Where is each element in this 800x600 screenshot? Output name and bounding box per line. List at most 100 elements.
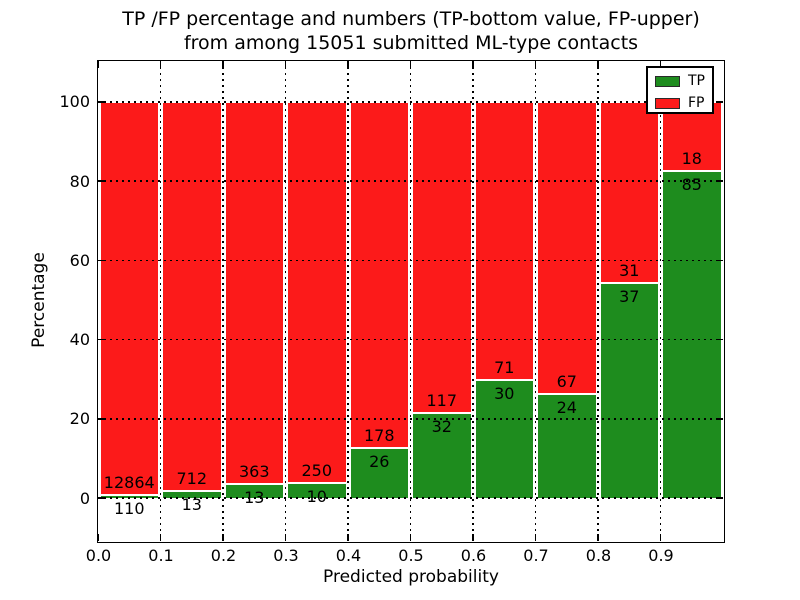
- x-tick-mark-top: [159, 61, 162, 68]
- x-tick-mark-top: [659, 61, 662, 68]
- bar-segment-tp: [224, 484, 284, 499]
- tp-count-label: 37: [619, 286, 640, 306]
- x-tick-mark: [409, 534, 412, 541]
- x-tick-label: 0.5: [398, 546, 424, 565]
- vertical-gridline: [222, 61, 224, 541]
- tp-count-label: 110: [113, 498, 145, 518]
- y-axis-label: Percentage: [29, 252, 49, 348]
- y-tick-label: 40: [69, 330, 90, 350]
- y-tick-label: 100: [59, 92, 90, 112]
- bar-segment-tp: [349, 447, 409, 499]
- y-tick-mark-right: [716, 497, 723, 499]
- tp-count-label: 13: [181, 495, 202, 515]
- x-tick-mark-top: [97, 61, 99, 68]
- bar-segment-fp: [474, 101, 534, 381]
- horizontal-gridline: [98, 338, 723, 341]
- tp-count-label: 30: [494, 384, 515, 404]
- chart-title-line2: from among 15051 submitted ML-type conta…: [183, 32, 639, 54]
- fp-count-label: 71: [494, 358, 515, 378]
- bar-segment-tp: [412, 413, 472, 499]
- horizontal-gridline: [98, 259, 723, 262]
- tp-count-label: 13: [244, 488, 265, 508]
- y-tick-mark: [98, 497, 105, 499]
- chart-title: TP /FP percentage and numbers (TP-bottom…: [97, 7, 725, 55]
- y-tick-label: 80: [69, 171, 90, 191]
- x-tick-label: 0.6: [460, 546, 487, 565]
- x-tick-mark: [659, 534, 662, 541]
- fp-count-label: 117: [426, 391, 458, 411]
- y-tick-mark-right: [716, 418, 723, 420]
- x-tick-mark: [97, 534, 99, 541]
- y-tick-label: 20: [69, 409, 90, 429]
- bar-segment-fp: [287, 101, 347, 483]
- horizontal-gridline: [98, 497, 723, 499]
- fp-swatch-icon: [655, 98, 680, 109]
- x-tick-label: 0.7: [523, 546, 549, 565]
- x-axis-label: Predicted probability: [323, 567, 499, 587]
- x-tick-mark-top: [534, 61, 537, 68]
- x-tick-label: 0.1: [148, 546, 174, 565]
- bar-segment-tp: [537, 393, 597, 499]
- fp-count-label: 18: [681, 149, 702, 169]
- legend: TP FP: [646, 66, 714, 114]
- bar-segment-fp: [349, 101, 409, 448]
- tp-count-label: 10: [306, 486, 327, 506]
- x-tick-label: 0.2: [210, 546, 237, 565]
- y-tick-label: 60: [69, 250, 90, 270]
- tp-swatch-icon: [655, 76, 680, 87]
- y-tick-mark: [98, 338, 105, 341]
- fp-count-label: 12864: [103, 472, 155, 492]
- x-tick-label: 0.8: [585, 546, 612, 565]
- tp-count-label: 85: [681, 175, 702, 195]
- vertical-gridline: [534, 61, 537, 541]
- legend-label-fp: FP: [688, 95, 705, 111]
- x-tick-label: 0.9: [648, 546, 674, 565]
- fp-count-label: 31: [619, 260, 640, 280]
- bar-segment-fp: [599, 101, 659, 283]
- y-tick-mark-right: [716, 101, 723, 103]
- y-tick-mark-right: [716, 180, 723, 182]
- x-tick-label: 0.3: [273, 546, 299, 565]
- y-tick-mark: [98, 101, 105, 103]
- horizontal-gridline: [98, 418, 723, 420]
- x-tick-mark-top: [284, 61, 287, 68]
- fp-count-label: 178: [363, 425, 395, 445]
- horizontal-gridline: [98, 101, 723, 103]
- chart-title-line1: TP /FP percentage and numbers (TP-bottom…: [122, 8, 700, 30]
- bar-segment-tp: [474, 380, 534, 499]
- x-tick-label: 0.4: [335, 546, 362, 565]
- tp-count-label: 24: [556, 397, 577, 417]
- bar-segment-fp: [224, 101, 284, 485]
- y-tick-label: 0: [79, 488, 90, 508]
- x-tick-mark: [472, 534, 474, 541]
- x-tick-label: 0.0: [85, 546, 112, 565]
- x-tick-mark-top: [597, 61, 599, 68]
- bar-segment-tp: [162, 491, 222, 499]
- x-tick-mark-top: [347, 61, 349, 68]
- x-tick-mark-top: [222, 61, 224, 68]
- legend-row-tp: TP: [648, 71, 712, 91]
- tp-count-label: 26: [369, 451, 390, 471]
- vertical-gridline: [159, 61, 162, 541]
- y-tick-mark-right: [716, 259, 723, 262]
- tp-count-label: 32: [431, 417, 452, 437]
- vertical-gridline: [659, 61, 662, 541]
- x-tick-mark: [159, 534, 162, 541]
- bar-segment-fp: [99, 101, 159, 495]
- y-tick-mark: [98, 259, 105, 262]
- bar-segment-fp: [412, 101, 472, 414]
- bar-segment-tp: [287, 482, 347, 499]
- x-tick-mark: [347, 534, 349, 541]
- legend-row-fp: FP: [648, 93, 712, 113]
- fp-count-label: 67: [556, 371, 577, 391]
- x-tick-mark: [222, 534, 224, 541]
- vertical-gridline: [409, 61, 412, 541]
- bar-segment-tp: [662, 171, 722, 499]
- x-tick-mark: [597, 534, 599, 541]
- y-tick-mark: [98, 180, 105, 182]
- fp-count-label: 250: [301, 460, 333, 480]
- vertical-gridline: [597, 61, 599, 541]
- x-tick-mark: [284, 534, 287, 541]
- bar-segment-tp: [599, 282, 659, 499]
- x-tick-mark-top: [472, 61, 474, 68]
